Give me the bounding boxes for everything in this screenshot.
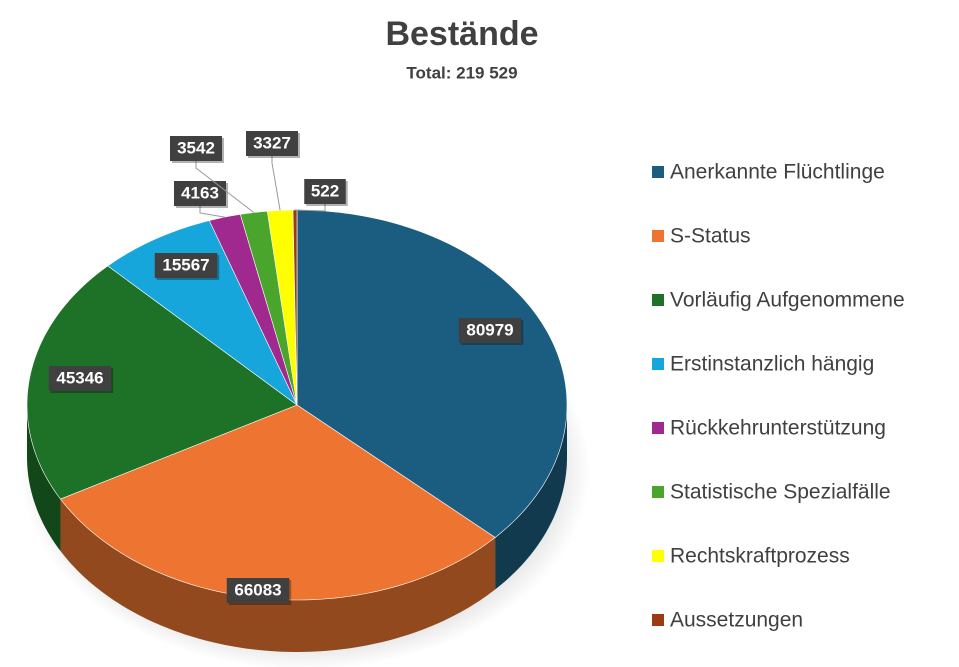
legend-label: Anerkannte Flüchtlinge — [670, 161, 885, 184]
data-label-box — [48, 366, 112, 391]
data-label: 3542 — [177, 138, 215, 157]
data-label: 80979 — [466, 320, 513, 339]
leader-line — [294, 204, 326, 212]
leader-line — [271, 156, 281, 211]
legend-swatch — [652, 550, 664, 562]
data-label: 3327 — [253, 133, 291, 152]
legend-swatch — [652, 230, 664, 242]
legend-label: S-Status — [670, 225, 751, 248]
legend-swatch — [652, 614, 664, 626]
data-label: 15567 — [162, 255, 209, 274]
data-label-box — [174, 181, 226, 206]
data-label-box — [304, 179, 346, 204]
legend-label: Rechtskraftprozess — [670, 545, 850, 568]
data-label-box — [246, 131, 298, 156]
pie-side — [27, 405, 61, 552]
legend-label: Erstinstanzlich hängig — [670, 353, 874, 376]
legend-swatch — [652, 166, 664, 178]
pie-slice — [296, 209, 568, 538]
data-label-box — [154, 253, 218, 278]
data-label-box — [226, 578, 290, 603]
legend-swatch — [652, 358, 664, 370]
legend-swatch — [652, 294, 664, 306]
data-label-box — [458, 318, 522, 343]
leader-line — [195, 161, 255, 213]
legend-label: Statistische Spezialfälle — [670, 481, 891, 504]
data-label: 66083 — [234, 580, 281, 599]
pie-slice — [266, 209, 298, 406]
chart-subtitle: Total: 219 529 — [406, 63, 517, 82]
data-label: 522 — [311, 181, 339, 200]
data-label: 4163 — [181, 183, 219, 202]
leader-line — [199, 206, 225, 218]
legend-label: Vorläufig Aufgenommene — [670, 289, 905, 312]
pie-slice — [239, 210, 298, 406]
chart-title: Bestände — [385, 15, 538, 53]
legend-swatch — [652, 486, 664, 498]
legend-label: Aussetzungen — [670, 609, 803, 632]
data-label: 45346 — [56, 368, 103, 387]
pie-side — [495, 405, 567, 590]
pie-side — [60, 499, 496, 652]
pie-slice — [292, 209, 298, 406]
legend-label: Rückkehrunterstützung — [670, 417, 886, 440]
pie-slice — [26, 265, 298, 500]
data-label-box — [170, 136, 222, 161]
legend-swatch — [652, 422, 664, 434]
